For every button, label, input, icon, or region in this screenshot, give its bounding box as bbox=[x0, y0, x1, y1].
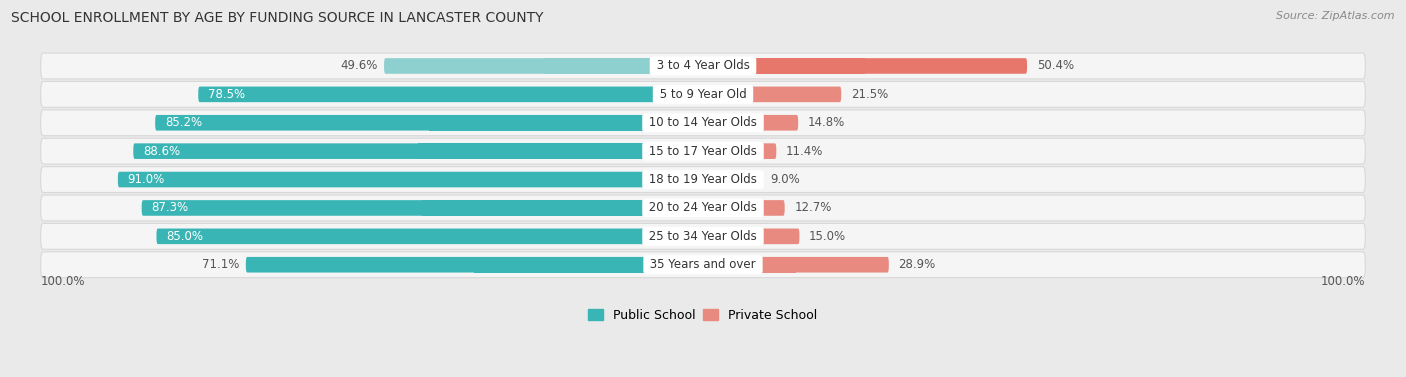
Text: 78.5%: 78.5% bbox=[208, 88, 245, 101]
Bar bbox=[451, 87, 703, 102]
Text: 25 to 34 Year Olds: 25 to 34 Year Olds bbox=[645, 230, 761, 243]
FancyBboxPatch shape bbox=[703, 87, 841, 102]
Bar bbox=[411, 172, 703, 187]
Text: 15.0%: 15.0% bbox=[808, 230, 846, 243]
FancyBboxPatch shape bbox=[41, 81, 1365, 107]
FancyBboxPatch shape bbox=[703, 172, 761, 187]
Text: 91.0%: 91.0% bbox=[128, 173, 165, 186]
Text: 49.6%: 49.6% bbox=[340, 60, 378, 72]
FancyBboxPatch shape bbox=[703, 228, 800, 244]
FancyBboxPatch shape bbox=[41, 252, 1365, 277]
Text: 15 to 17 Year Olds: 15 to 17 Year Olds bbox=[645, 145, 761, 158]
Text: 88.6%: 88.6% bbox=[143, 145, 180, 158]
FancyBboxPatch shape bbox=[142, 200, 703, 216]
FancyBboxPatch shape bbox=[703, 58, 1026, 74]
Bar bbox=[703, 87, 772, 102]
FancyBboxPatch shape bbox=[41, 110, 1365, 136]
Text: SCHOOL ENROLLMENT BY AGE BY FUNDING SOURCE IN LANCASTER COUNTY: SCHOOL ENROLLMENT BY AGE BY FUNDING SOUR… bbox=[11, 11, 544, 25]
Text: 21.5%: 21.5% bbox=[851, 88, 889, 101]
Bar bbox=[474, 257, 703, 273]
Text: 28.9%: 28.9% bbox=[898, 258, 936, 271]
Bar bbox=[703, 257, 796, 273]
FancyBboxPatch shape bbox=[41, 224, 1365, 249]
Bar bbox=[429, 115, 703, 130]
FancyBboxPatch shape bbox=[246, 257, 703, 273]
Text: 35 Years and over: 35 Years and over bbox=[647, 258, 759, 271]
FancyBboxPatch shape bbox=[703, 143, 776, 159]
Text: 20 to 24 Year Olds: 20 to 24 Year Olds bbox=[645, 201, 761, 215]
Text: Source: ZipAtlas.com: Source: ZipAtlas.com bbox=[1277, 11, 1395, 21]
FancyBboxPatch shape bbox=[703, 115, 799, 130]
Bar bbox=[703, 143, 740, 159]
FancyBboxPatch shape bbox=[703, 200, 785, 216]
Text: 100.0%: 100.0% bbox=[41, 275, 86, 288]
Text: 100.0%: 100.0% bbox=[1320, 275, 1365, 288]
FancyBboxPatch shape bbox=[198, 87, 703, 102]
Bar bbox=[430, 228, 703, 244]
Bar bbox=[703, 58, 865, 74]
Bar bbox=[422, 200, 703, 216]
FancyBboxPatch shape bbox=[41, 53, 1365, 79]
Text: 18 to 19 Year Olds: 18 to 19 Year Olds bbox=[645, 173, 761, 186]
Text: 50.4%: 50.4% bbox=[1036, 60, 1074, 72]
Text: 85.0%: 85.0% bbox=[166, 230, 202, 243]
FancyBboxPatch shape bbox=[118, 172, 703, 187]
FancyBboxPatch shape bbox=[155, 115, 703, 130]
FancyBboxPatch shape bbox=[156, 228, 703, 244]
Bar bbox=[703, 172, 733, 187]
FancyBboxPatch shape bbox=[41, 195, 1365, 221]
Text: 9.0%: 9.0% bbox=[770, 173, 800, 186]
Bar bbox=[703, 115, 751, 130]
Text: 71.1%: 71.1% bbox=[202, 258, 239, 271]
Text: 87.3%: 87.3% bbox=[152, 201, 188, 215]
Bar bbox=[544, 58, 703, 74]
Bar bbox=[703, 228, 751, 244]
FancyBboxPatch shape bbox=[703, 257, 889, 273]
Bar bbox=[703, 200, 744, 216]
FancyBboxPatch shape bbox=[41, 167, 1365, 193]
Text: 5 to 9 Year Old: 5 to 9 Year Old bbox=[655, 88, 751, 101]
Bar bbox=[418, 143, 703, 159]
Text: 10 to 14 Year Olds: 10 to 14 Year Olds bbox=[645, 116, 761, 129]
Text: 3 to 4 Year Olds: 3 to 4 Year Olds bbox=[652, 60, 754, 72]
Legend: Public School, Private School: Public School, Private School bbox=[583, 304, 823, 327]
FancyBboxPatch shape bbox=[134, 143, 703, 159]
Text: 85.2%: 85.2% bbox=[165, 116, 202, 129]
FancyBboxPatch shape bbox=[384, 58, 703, 74]
Text: 14.8%: 14.8% bbox=[808, 116, 845, 129]
Text: 12.7%: 12.7% bbox=[794, 201, 832, 215]
Text: 11.4%: 11.4% bbox=[786, 145, 824, 158]
FancyBboxPatch shape bbox=[41, 138, 1365, 164]
